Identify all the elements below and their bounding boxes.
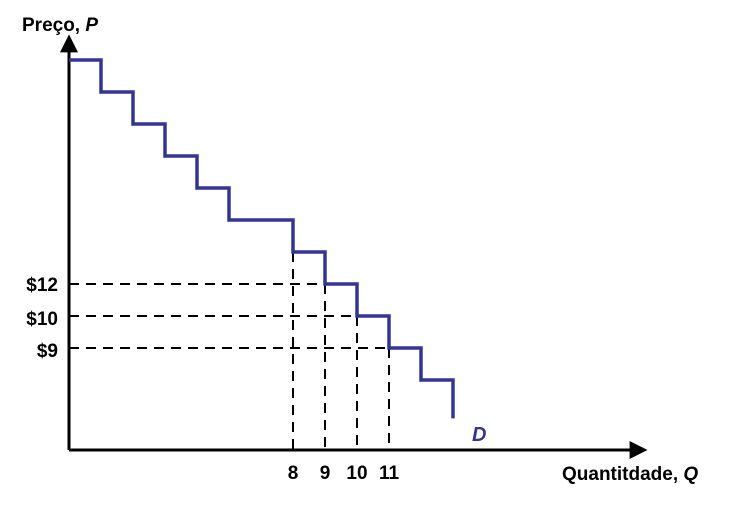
x-tick-10: 10 [346, 463, 367, 484]
y-tick-12: $12 [26, 275, 58, 296]
y-tick-9: $9 [37, 341, 58, 362]
x-tick-8: 8 [288, 463, 299, 484]
demand-curve [69, 58, 455, 419]
y-tick-10: $10 [26, 309, 58, 330]
x-tick-11: 11 [379, 463, 400, 484]
x-tick-9: 9 [320, 463, 331, 484]
y-axis-title: Preço, P [22, 15, 98, 36]
x-axis-title: Quantitdade, Q [562, 464, 698, 485]
curve-label: D [472, 424, 486, 446]
guide-lines [69, 252, 390, 450]
